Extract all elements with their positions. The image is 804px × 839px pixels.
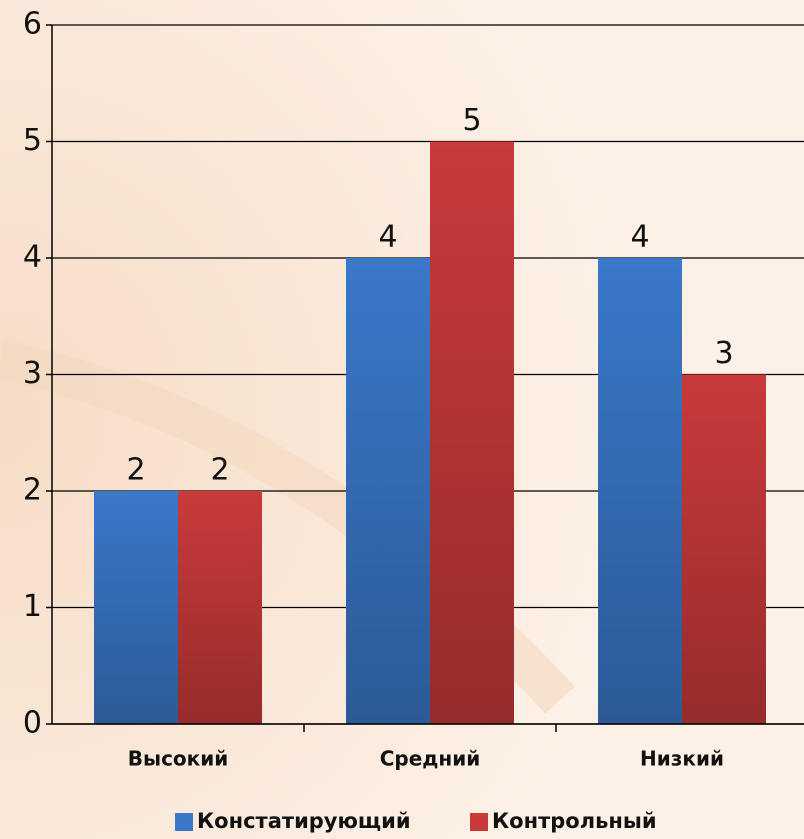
value-label: 4 — [378, 220, 397, 255]
bar-shade — [430, 141, 514, 724]
y-tick-label: 4 — [23, 240, 42, 275]
legend-swatch — [175, 813, 193, 831]
legend-label: Контрольный — [492, 809, 657, 833]
value-label: 4 — [630, 220, 649, 255]
y-tick-label: 5 — [23, 123, 42, 158]
y-tick-label: 1 — [23, 589, 42, 624]
bar-shade — [178, 491, 262, 724]
value-label: 2 — [210, 453, 229, 488]
value-label: 5 — [462, 103, 481, 138]
bar-shade — [94, 491, 178, 724]
bar-shade — [598, 258, 682, 724]
legend-swatch — [470, 813, 488, 831]
value-label: 3 — [714, 336, 733, 371]
bar-shade — [346, 258, 430, 724]
y-tick-label: 6 — [23, 7, 42, 42]
x-tick-label: Средний — [380, 747, 481, 771]
bar-shade — [682, 374, 766, 724]
y-tick-label: 0 — [23, 706, 42, 741]
x-tick-label: Высокий — [128, 747, 229, 771]
legend-label: Констатирующий — [197, 809, 411, 833]
value-label: 2 — [126, 453, 145, 488]
x-tick-label: Низкий — [640, 747, 724, 771]
y-tick-label: 3 — [23, 356, 42, 391]
y-tick-label: 2 — [23, 473, 42, 508]
